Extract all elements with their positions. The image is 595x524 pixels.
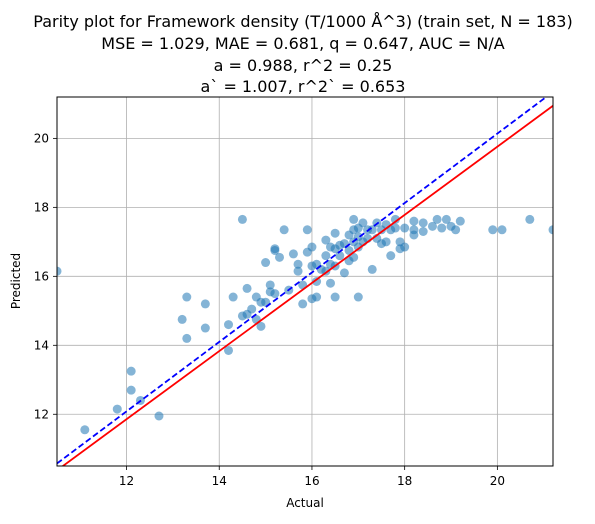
- y-tick-label: 16: [34, 269, 49, 283]
- x-tick-label: 16: [304, 474, 319, 488]
- data-point: [433, 215, 442, 224]
- solid-fit-line: [57, 106, 553, 471]
- data-point: [488, 225, 497, 234]
- title-line-1: Parity plot for Framework density (T/100…: [33, 12, 572, 31]
- data-point: [113, 405, 122, 414]
- title-line-2: MSE = 1.029, MAE = 0.681, q = 0.647, AUC…: [101, 34, 505, 53]
- data-point: [340, 268, 349, 277]
- data-point: [182, 293, 191, 302]
- y-tick-label: 18: [34, 200, 49, 214]
- y-tick-label: 14: [34, 338, 49, 352]
- data-point: [154, 411, 163, 420]
- data-point: [201, 324, 210, 333]
- data-point: [451, 225, 460, 234]
- data-point: [238, 215, 247, 224]
- data-point: [525, 215, 534, 224]
- y-axis-label: Predicted: [9, 253, 23, 309]
- data-point: [400, 243, 409, 252]
- y-tick-label: 12: [34, 407, 49, 421]
- x-tick-label: 14: [212, 474, 227, 488]
- data-point: [409, 230, 418, 239]
- data-point: [229, 293, 238, 302]
- data-point: [386, 251, 395, 260]
- data-point: [270, 289, 279, 298]
- data-point: [127, 367, 136, 376]
- data-point: [247, 305, 256, 314]
- data-point: [280, 225, 289, 234]
- x-tick-label: 20: [490, 474, 505, 488]
- data-point: [498, 225, 507, 234]
- data-point: [437, 224, 446, 233]
- data-point: [201, 299, 210, 308]
- data-point: [127, 386, 136, 395]
- data-point: [289, 249, 298, 258]
- dashed-fit-line: [57, 92, 553, 464]
- data-point: [261, 258, 270, 267]
- x-tick-label: 18: [397, 474, 412, 488]
- title-line-3: a = 0.988, r^2 = 0.25: [214, 56, 393, 75]
- data-point: [456, 217, 465, 226]
- data-point: [307, 243, 316, 252]
- data-point: [243, 284, 252, 293]
- x-tick-label: 12: [119, 474, 134, 488]
- data-point: [178, 315, 187, 324]
- data-point: [368, 265, 377, 274]
- chart-title: Parity plot for Framework density (T/100…: [33, 12, 572, 96]
- title-line-4: a` = 1.007, r^2` = 0.653: [201, 77, 406, 96]
- y-tick-label: 20: [34, 131, 49, 145]
- data-point: [400, 224, 409, 233]
- data-point: [326, 279, 335, 288]
- data-point: [182, 334, 191, 343]
- data-point: [275, 253, 284, 262]
- data-point: [331, 229, 340, 238]
- data-point: [312, 293, 321, 302]
- x-axis-label: Actual: [286, 496, 324, 510]
- data-point: [321, 251, 330, 260]
- data-point: [331, 293, 340, 302]
- data-point: [294, 267, 303, 276]
- data-point: [419, 218, 428, 227]
- data-point: [382, 237, 391, 246]
- data-point: [80, 425, 89, 434]
- data-point: [298, 299, 307, 308]
- data-point: [224, 320, 233, 329]
- data-point: [354, 293, 363, 302]
- data-points: [53, 215, 558, 434]
- data-point: [409, 217, 418, 226]
- data-point: [303, 225, 312, 234]
- data-point: [349, 215, 358, 224]
- data-point: [419, 227, 428, 236]
